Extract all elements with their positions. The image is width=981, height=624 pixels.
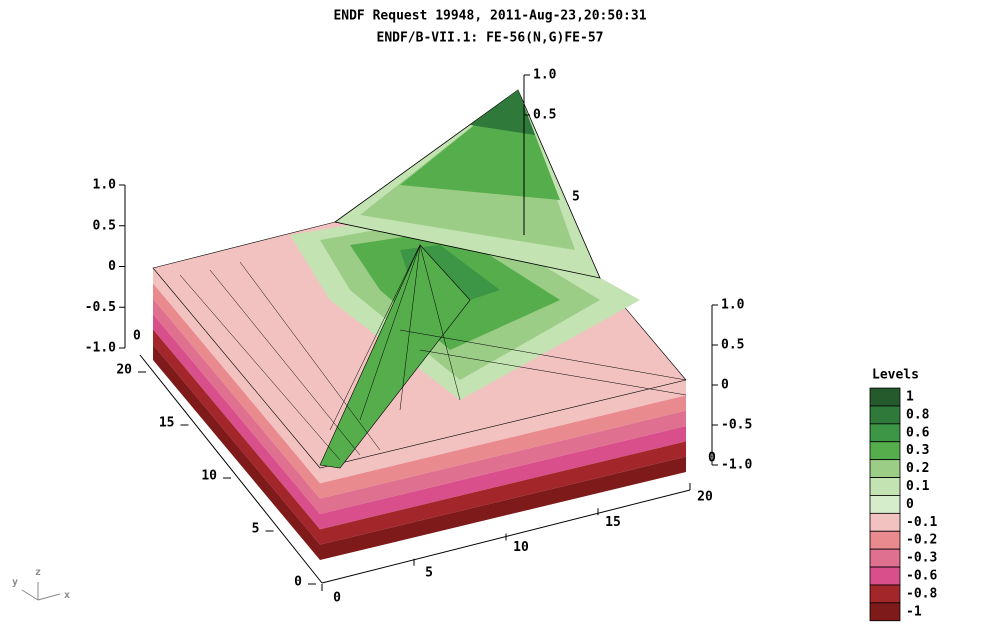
triad-label: z xyxy=(35,567,41,578)
legend-label: -0.1 xyxy=(906,515,937,530)
y-tick-label: 10 xyxy=(201,469,217,484)
y-tick-label: 15 xyxy=(159,416,175,431)
legend-label: 0 xyxy=(906,497,914,512)
legend-swatch xyxy=(869,423,901,443)
side-band xyxy=(320,395,686,499)
side-band xyxy=(153,298,320,514)
x-tick-label: 0 xyxy=(133,329,141,344)
legend-swatch xyxy=(869,477,901,496)
y-tick-label: 5 xyxy=(572,190,580,205)
z-tick-label: 1.0 xyxy=(533,68,557,83)
legend-swatch xyxy=(869,441,901,461)
axis-triad: y z x xyxy=(12,567,70,601)
legend-label: -0.8 xyxy=(906,586,937,601)
legend-swatch xyxy=(869,548,901,568)
z-tick-label: 1.0 xyxy=(721,298,745,313)
z-tick-label: -1.0 xyxy=(721,458,752,473)
z-tick-label: 0.5 xyxy=(721,338,744,353)
legend-label: 1 xyxy=(906,390,914,405)
legend-label: 0.2 xyxy=(906,461,929,476)
side-band xyxy=(153,329,320,545)
legend-title: Levels xyxy=(872,368,919,383)
y-tick-label: 20 xyxy=(116,363,132,378)
y-axis xyxy=(139,354,323,584)
legend-label: -0.3 xyxy=(906,551,937,566)
legend-label: -0.6 xyxy=(906,569,937,584)
chart-title: ENDF Request 19948, 2011-Aug-23,20:50:31 xyxy=(333,9,646,24)
legend-label: 0.3 xyxy=(906,443,929,458)
triad-label: x xyxy=(64,590,70,601)
z-tick-label: 0.5 xyxy=(533,108,556,123)
legend-swatch xyxy=(869,405,901,425)
legend-swatch xyxy=(869,512,901,532)
side-band xyxy=(320,441,686,545)
y-tick-label: 5 xyxy=(252,522,260,537)
axes: 0 5 10 15 20 0 5 10 15 20 0 5 0 1.0 0.5 0 -0.5 -1.0 1.0 0.5… xyxy=(85,68,753,606)
x-tick-label: 20 xyxy=(697,490,713,505)
legend-label: -0.2 xyxy=(906,533,937,548)
y-tick-label: 0 xyxy=(294,575,302,590)
legend-swatch xyxy=(869,387,901,407)
legend-swatch xyxy=(869,566,901,586)
side-band xyxy=(320,380,686,484)
z-tick-label: -0.5 xyxy=(721,418,752,433)
triad-label: y xyxy=(12,577,18,588)
surface xyxy=(153,268,686,560)
side-band xyxy=(320,456,686,560)
side-band xyxy=(153,344,320,560)
legend-label: 0.8 xyxy=(906,407,930,422)
legend-label: 0.1 xyxy=(906,479,930,494)
x-tick-label: 5 xyxy=(425,565,433,580)
legend-swatch xyxy=(869,602,901,622)
x-tick-label: 15 xyxy=(605,515,621,530)
legend-swatch xyxy=(869,530,901,550)
surface-top xyxy=(152,89,687,469)
side-band xyxy=(153,268,320,484)
side-band xyxy=(320,426,686,530)
legend-label: -1 xyxy=(906,604,922,619)
z-tick-label: -0.5 xyxy=(85,300,116,315)
z-tick-label: 1.0 xyxy=(93,178,117,193)
x-tick-label: 0 xyxy=(333,591,341,606)
z-tick-label: -1.0 xyxy=(85,341,116,356)
side-band xyxy=(153,314,320,530)
legend-swatch xyxy=(869,584,901,604)
z-tick-label: 0 xyxy=(721,378,729,393)
chart-subtitle: ENDF/B-VII.1: FE-56(N,G)FE-57 xyxy=(377,31,604,46)
side-band xyxy=(320,410,686,514)
legend-swatch xyxy=(869,459,901,478)
legend: Levels 1 0.8 0.6 0.3 0.2 0.1 0 -0.1 -0.2 -0.3 -0.6… xyxy=(869,368,937,622)
z-tick-label: 0 xyxy=(108,259,116,274)
x-tick-label: 10 xyxy=(513,540,529,555)
side-band xyxy=(153,283,320,499)
legend-swatch xyxy=(869,495,901,514)
legend-label: 0.6 xyxy=(906,425,930,440)
z-tick-label: 0.5 xyxy=(93,218,116,233)
